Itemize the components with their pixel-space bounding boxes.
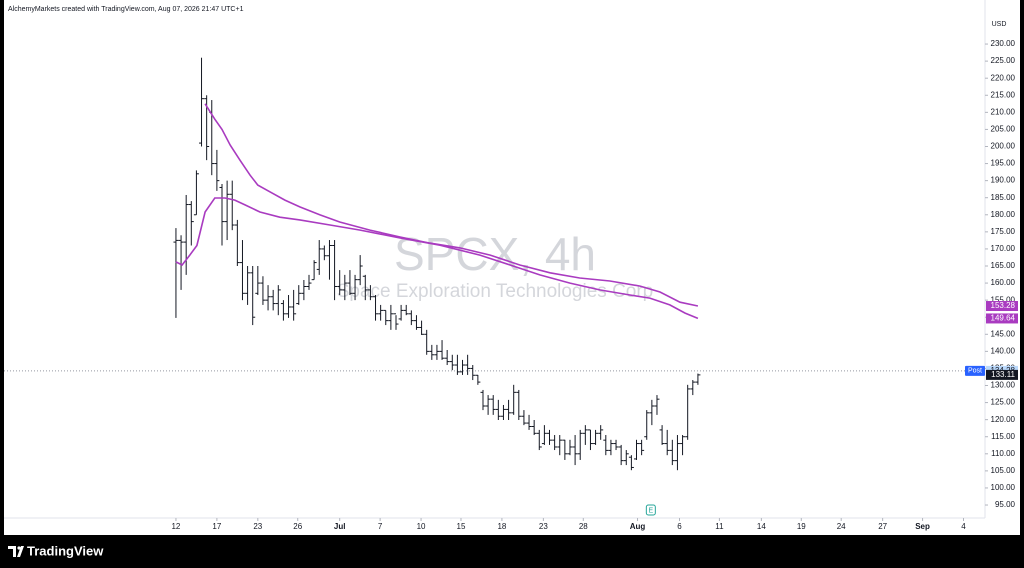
footer-bar [0, 535, 1024, 568]
x-tick-label: 28 [579, 522, 588, 531]
x-tick-label: 7 [378, 522, 383, 531]
last-close-label: 133.11 [991, 370, 1015, 379]
currency-label: USD [992, 21, 1007, 28]
y-tick-label: 125.00 [991, 398, 1016, 407]
x-tick-label: Jul [334, 522, 346, 531]
x-tick-label: 24 [837, 522, 846, 531]
y-tick-label: 120.00 [991, 415, 1016, 424]
y-tick-label: 95.00 [995, 500, 1016, 509]
y-tick-label: 215.00 [991, 90, 1016, 99]
last-close-label-bg [986, 369, 1018, 380]
ma-value-label: 153.28 [991, 301, 1016, 310]
chart-panel [4, 0, 1020, 535]
x-tick-label: 4 [961, 522, 966, 531]
y-tick-label: 165.00 [991, 261, 1016, 270]
watermark-title: SPCX, 4h [394, 228, 596, 280]
watermark-subtitle: Space Exploration Technologies Corp [337, 281, 654, 302]
y-tick-label: 100.00 [991, 483, 1016, 492]
y-tick-label: 180.00 [991, 210, 1016, 219]
x-tick-label: 11 [715, 522, 724, 531]
y-tick-label: 110.00 [991, 449, 1015, 458]
y-tick-label: 195.00 [991, 159, 1016, 168]
x-tick-label: 23 [253, 522, 262, 531]
y-tick-label: 140.00 [991, 346, 1016, 355]
ma-value-label-bg [986, 313, 1018, 324]
y-tick-label: 225.00 [991, 56, 1016, 65]
event-badge [645, 504, 656, 516]
y-tick-label: 200.00 [991, 142, 1016, 151]
y-tick-label: 145.00 [991, 329, 1016, 338]
event-label: E [648, 507, 653, 514]
x-tick-label: 17 [212, 522, 221, 531]
x-tick-label: 6 [677, 522, 682, 531]
tradingview-logo: TradingView [8, 543, 104, 558]
logo-text: TradingView [27, 543, 104, 558]
ma-line [204, 103, 699, 307]
x-tick-label: 27 [878, 522, 887, 531]
x-tick-label: 12 [171, 522, 180, 531]
y-tick-label: 105.00 [991, 466, 1016, 475]
watermark: SPCX, 4h Space Exploration Technologies … [337, 228, 654, 302]
y-tick-label: 190.00 [991, 176, 1016, 185]
x-tick-label: 14 [757, 522, 766, 531]
y-tick-label: 220.00 [991, 73, 1016, 82]
logo-dot [17, 546, 21, 550]
y-tick-label: 115.00 [991, 432, 1015, 441]
y-tick-label: 160.00 [991, 278, 1016, 287]
y-tick-label: 155.00 [991, 295, 1016, 304]
x-tick-label: 19 [797, 522, 806, 531]
ma-value-label: 149.64 [991, 314, 1016, 323]
y-tick-label: 210.00 [991, 107, 1016, 116]
y-tick-label: 230.00 [991, 39, 1016, 48]
y-tick-label: 170.00 [991, 244, 1016, 253]
y-tick-label: 205.00 [991, 125, 1016, 134]
x-tick-label: 15 [457, 522, 466, 531]
x-tick-label: Aug [630, 522, 646, 531]
post-tag-bg [965, 365, 985, 376]
x-tick-label: 18 [497, 522, 506, 531]
x-tick-label: Sep [915, 522, 930, 531]
x-tick-label: 23 [539, 522, 548, 531]
x-tick-label: 10 [417, 522, 426, 531]
attribution: AlchemyMarkets created with TradingView.… [8, 6, 244, 13]
ma-line [175, 197, 699, 320]
x-tick-label: 26 [293, 522, 302, 531]
ma-value-label-bg [986, 301, 1018, 312]
y-tick-label: 185.00 [991, 193, 1016, 202]
y-tick-label: 175.00 [991, 227, 1016, 236]
price-bars [173, 57, 701, 471]
post-tag: Post [968, 368, 982, 375]
y-tick-label: 130.00 [991, 381, 1016, 390]
